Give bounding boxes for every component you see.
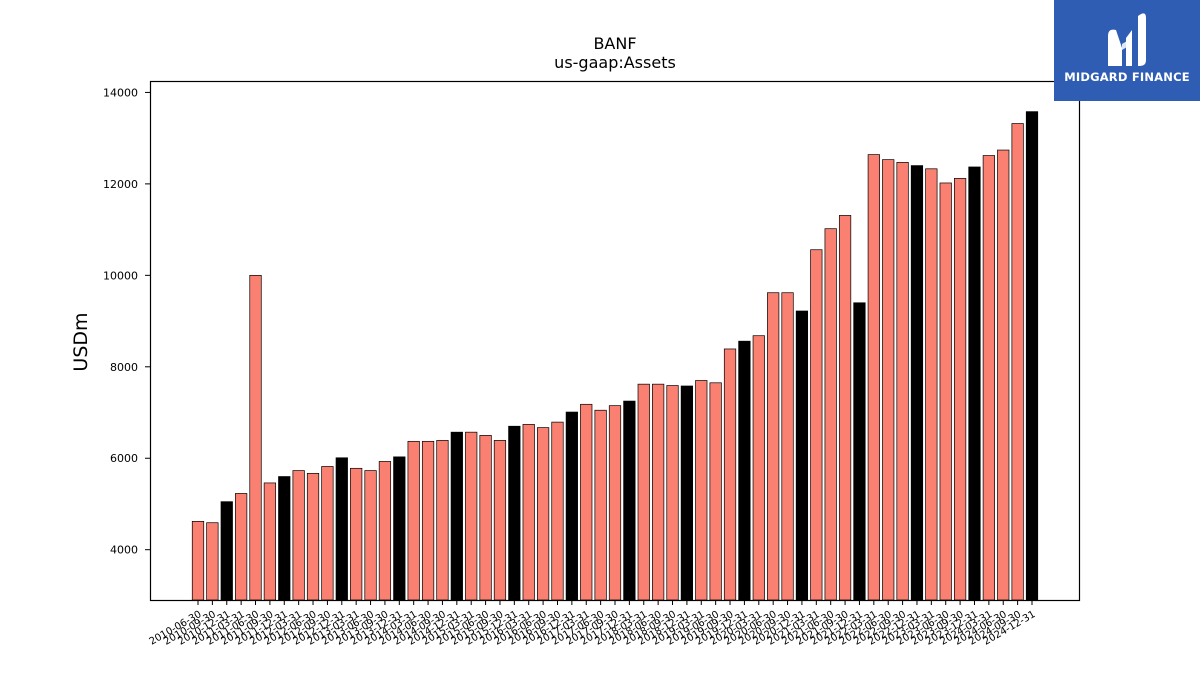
y-tick-label: 6000 bbox=[110, 452, 138, 465]
bar-2024-03-31 bbox=[982, 155, 995, 601]
bar-2023-03-31 bbox=[925, 168, 938, 601]
bar-2018-09-30 bbox=[666, 385, 679, 601]
bar-2017-06-30 bbox=[594, 409, 607, 601]
bar-2014-06-30 bbox=[421, 440, 435, 601]
bar-2020-06-30 bbox=[767, 292, 780, 601]
bar-2019-12-31 bbox=[738, 340, 751, 601]
bar-2021-09-30 bbox=[838, 215, 852, 601]
brand-logo: MIDGARD FINANCE bbox=[1054, 0, 1200, 101]
bar-2019-06-30 bbox=[709, 382, 722, 601]
bar-2021-06-30 bbox=[824, 228, 837, 601]
chart-subtitle: us-gaap:Assets bbox=[554, 53, 676, 72]
bar-2024-06-30 bbox=[997, 149, 1010, 601]
bar-2016-12-31 bbox=[565, 411, 578, 601]
bar-2015-09-30 bbox=[493, 440, 507, 601]
bar-2010-09-30 bbox=[206, 522, 219, 601]
bar-2018-12-31 bbox=[680, 385, 693, 601]
bar-2012-09-30 bbox=[321, 466, 334, 601]
bar-2011-03-31 bbox=[235, 493, 248, 601]
bars-group bbox=[191, 111, 1039, 601]
bar-2021-03-31 bbox=[810, 249, 823, 601]
bar-2015-06-30 bbox=[479, 435, 492, 601]
bar-2017-12-31 bbox=[623, 400, 636, 601]
bar-2020-12-31 bbox=[795, 310, 809, 601]
bar-2020-03-31 bbox=[752, 335, 765, 601]
bar-2022-12-31 bbox=[910, 165, 924, 601]
bar-2022-03-31 bbox=[867, 154, 880, 601]
bar-2010-06-30 bbox=[191, 520, 205, 601]
bar-2018-06-30 bbox=[652, 383, 665, 601]
bar-2023-12-31 bbox=[968, 166, 981, 601]
bar-2011-12-31 bbox=[278, 476, 291, 601]
bar-2011-09-30 bbox=[263, 482, 276, 601]
bar-2013-03-31 bbox=[350, 467, 363, 601]
bar-2022-09-30 bbox=[896, 162, 909, 601]
bar-2024-09-30 bbox=[1011, 123, 1024, 601]
bar-2014-12-31 bbox=[450, 431, 463, 601]
y-tick-label: 4000 bbox=[110, 544, 138, 557]
bar-2013-06-30 bbox=[364, 470, 377, 601]
bar-2015-12-31 bbox=[508, 425, 521, 601]
bar-2019-03-31 bbox=[695, 380, 708, 601]
bar-2023-09-30 bbox=[953, 178, 967, 601]
y-tick-label: 8000 bbox=[110, 361, 138, 374]
bar-2014-03-31 bbox=[407, 440, 420, 601]
bar-2021-12-31 bbox=[853, 302, 866, 601]
chart-title: BANF bbox=[593, 34, 636, 53]
bar-2011-06-30 bbox=[249, 274, 262, 601]
bar-2017-03-31 bbox=[580, 403, 593, 601]
bar-2014-09-30 bbox=[436, 440, 449, 601]
brand-name: MIDGARD FINANCE bbox=[1064, 70, 1190, 84]
bar-2022-06-30 bbox=[882, 159, 895, 601]
bar-2012-06-30 bbox=[306, 472, 320, 601]
bar-2024-12-31 bbox=[1025, 111, 1039, 601]
bar-2015-03-31 bbox=[465, 431, 478, 601]
bar-2016-09-30 bbox=[551, 421, 564, 601]
bar-2016-06-30 bbox=[536, 427, 550, 601]
bar-2010-12-31 bbox=[220, 501, 233, 601]
bar-2012-12-31 bbox=[335, 457, 348, 601]
bar-2019-09-30 bbox=[723, 348, 737, 601]
y-tick-label: 14000 bbox=[103, 86, 138, 99]
y-axis: 4000 6000 8000 10000 12000 14000 bbox=[103, 86, 150, 557]
y-tick-label: 12000 bbox=[103, 178, 138, 191]
bar-2020-09-30 bbox=[781, 292, 794, 601]
bar-2013-09-30 bbox=[378, 461, 392, 601]
bar-2013-12-31 bbox=[393, 456, 406, 601]
bar-2018-03-31 bbox=[637, 383, 650, 601]
midgard-logo-icon bbox=[1108, 13, 1146, 67]
bar-2016-03-31 bbox=[522, 424, 535, 601]
plot-frame bbox=[149, 80, 1081, 602]
x-axis: 2010-06-302010-09-302010-12-312011-03-31… bbox=[148, 600, 1038, 648]
bar-2017-09-30 bbox=[608, 405, 622, 601]
y-axis-label: USDm bbox=[70, 312, 92, 371]
bar-2023-06-30 bbox=[939, 182, 952, 601]
bar-2012-03-31 bbox=[292, 470, 305, 601]
y-tick-label: 10000 bbox=[103, 269, 138, 282]
